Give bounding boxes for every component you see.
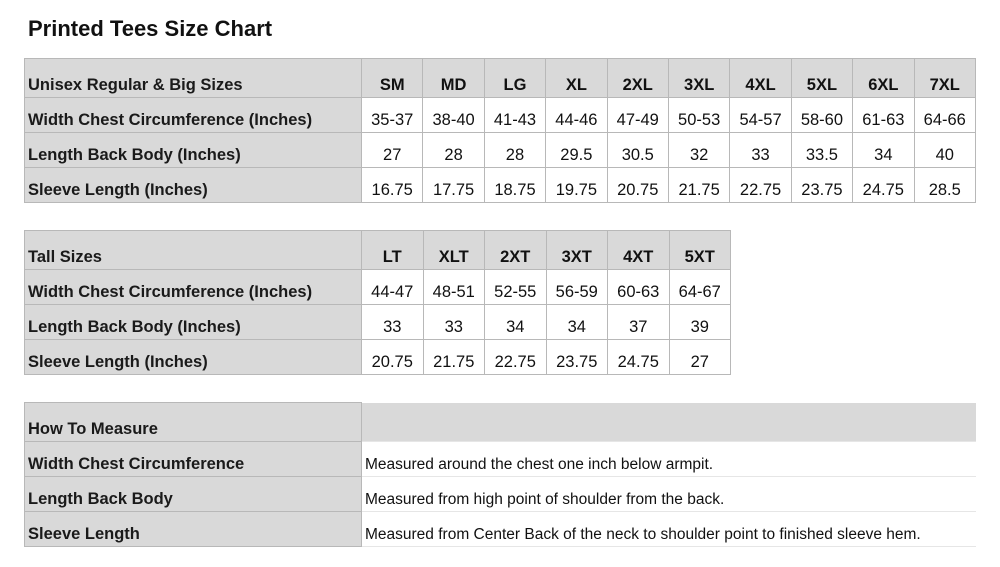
size-value: 35-37 xyxy=(360,97,424,133)
size-value: 41-43 xyxy=(483,97,547,133)
size-value: 23.75 xyxy=(545,339,608,375)
size-value: 64-66 xyxy=(913,97,977,133)
size-value: 39 xyxy=(668,304,731,340)
size-value: 18.75 xyxy=(483,167,547,203)
size-value: 60-63 xyxy=(607,269,670,305)
size-value: 28 xyxy=(483,132,547,168)
row-label: Sleeve Length (Inches) xyxy=(24,339,362,375)
table-row: Sleeve Length Measured from Center Back o… xyxy=(24,511,976,547)
size-header: LT xyxy=(361,230,424,270)
header-row: How To Measure xyxy=(24,402,976,442)
table-header-label: Tall Sizes xyxy=(24,230,362,270)
size-value: 17.75 xyxy=(422,167,485,203)
size-value: 44-46 xyxy=(545,97,608,133)
row-label: Sleeve Length (Inches) xyxy=(24,167,362,203)
size-value: 37 xyxy=(607,304,670,340)
size-value: 19.75 xyxy=(545,167,608,203)
size-value: 47-49 xyxy=(606,97,669,133)
size-value: 56-59 xyxy=(545,269,608,305)
page-title: Printed Tees Size Chart xyxy=(28,16,273,41)
size-header: MD xyxy=(422,58,485,98)
size-header: 4XT xyxy=(607,230,670,270)
size-value: 44-47 xyxy=(361,269,424,305)
size-value: 21.75 xyxy=(667,167,731,203)
table-row: Length Back Body (Inches) 33 33 34 34 37 39 xyxy=(24,304,731,340)
size-header: 5XL xyxy=(790,58,854,98)
how-to-measure-table: How To Measure Width Chest Circumference M… xyxy=(24,402,976,547)
table-row: Length Back Body Measured from high point… xyxy=(24,476,976,512)
size-value: 34 xyxy=(545,304,608,340)
row-label: Width Chest Circumference (Inches) xyxy=(24,269,362,305)
size-header: XL xyxy=(545,58,608,98)
table-header-label: Unisex Regular & Big Sizes xyxy=(24,58,362,98)
row-label: Length Back Body (Inches) xyxy=(24,132,362,168)
header-row: Tall Sizes LT XLT 2XT 3XT 4XT 5XT xyxy=(24,230,731,270)
size-header: 7XL xyxy=(913,58,977,98)
size-value: 54-57 xyxy=(729,97,792,133)
size-value: 20.75 xyxy=(606,167,669,203)
measure-description: Measured from Center Back of the neck to… xyxy=(361,511,976,547)
size-value: 58-60 xyxy=(790,97,854,133)
table-header-label: How To Measure xyxy=(24,402,362,442)
size-value: 20.75 xyxy=(361,339,424,375)
size-value: 29.5 xyxy=(545,132,608,168)
size-value: 38-40 xyxy=(422,97,485,133)
size-value: 64-67 xyxy=(668,269,731,305)
size-header: XLT xyxy=(422,230,485,270)
regular-sizes-table: Unisex Regular & Big Sizes SM MD LG XL 2XL 3XL… xyxy=(24,58,977,203)
size-value: 33 xyxy=(422,304,485,340)
measure-description: Measured from high point of shoulder fro… xyxy=(361,476,976,512)
size-value: 52-55 xyxy=(484,269,547,305)
size-value: 16.75 xyxy=(360,167,424,203)
size-header: 2XL xyxy=(606,58,669,98)
size-value: 33 xyxy=(729,132,792,168)
table-row: Width Chest Circumference (Inches) 44-47 4… xyxy=(24,269,731,305)
size-value: 28 xyxy=(422,132,485,168)
size-value: 50-53 xyxy=(667,97,731,133)
size-header: 5XT xyxy=(668,230,731,270)
header-row: Unisex Regular & Big Sizes SM MD LG XL 2XL 3XL… xyxy=(24,58,977,98)
size-header: 6XL xyxy=(852,58,915,98)
size-value: 32 xyxy=(667,132,731,168)
row-label: Sleeve Length xyxy=(24,511,362,547)
size-value: 48-51 xyxy=(422,269,485,305)
row-label: Length Back Body xyxy=(24,476,362,512)
size-value: 24.75 xyxy=(852,167,915,203)
size-header: 3XL xyxy=(667,58,731,98)
table-row: Sleeve Length (Inches) 16.75 17.75 18.75 19.… xyxy=(24,167,977,203)
row-label: Width Chest Circumference (Inches) xyxy=(24,97,362,133)
table-row: Sleeve Length (Inches) 20.75 21.75 22.75 23.… xyxy=(24,339,731,375)
size-header: SM xyxy=(360,58,424,98)
row-label: Length Back Body (Inches) xyxy=(24,304,362,340)
table-row: Width Chest Circumference Measured around… xyxy=(24,441,976,477)
size-value: 28.5 xyxy=(913,167,977,203)
size-value: 27 xyxy=(668,339,731,375)
size-value: 30.5 xyxy=(606,132,669,168)
size-value: 61-63 xyxy=(852,97,915,133)
measure-description: Measured around the chest one inch below… xyxy=(361,441,976,477)
size-header: LG xyxy=(483,58,547,98)
size-value: 40 xyxy=(913,132,977,168)
header-blank xyxy=(361,402,976,442)
size-value: 23.75 xyxy=(790,167,854,203)
size-value: 22.75 xyxy=(484,339,547,375)
size-header: 3XT xyxy=(545,230,608,270)
size-value: 22.75 xyxy=(729,167,792,203)
size-value: 34 xyxy=(852,132,915,168)
table-row: Length Back Body (Inches) 27 28 28 29.5 30.5 3… xyxy=(24,132,977,168)
size-value: 21.75 xyxy=(422,339,485,375)
size-header: 4XL xyxy=(729,58,792,98)
row-label: Width Chest Circumference xyxy=(24,441,362,477)
tall-sizes-table: Tall Sizes LT XLT 2XT 3XT 4XT 5XT Width Chest C… xyxy=(24,230,731,375)
size-value: 34 xyxy=(484,304,547,340)
size-value: 33 xyxy=(361,304,424,340)
table-row: Width Chest Circumference (Inches) 35-37 3… xyxy=(24,97,977,133)
size-value: 27 xyxy=(360,132,424,168)
size-value: 33.5 xyxy=(790,132,854,168)
size-value: 24.75 xyxy=(607,339,670,375)
size-header: 2XT xyxy=(484,230,547,270)
